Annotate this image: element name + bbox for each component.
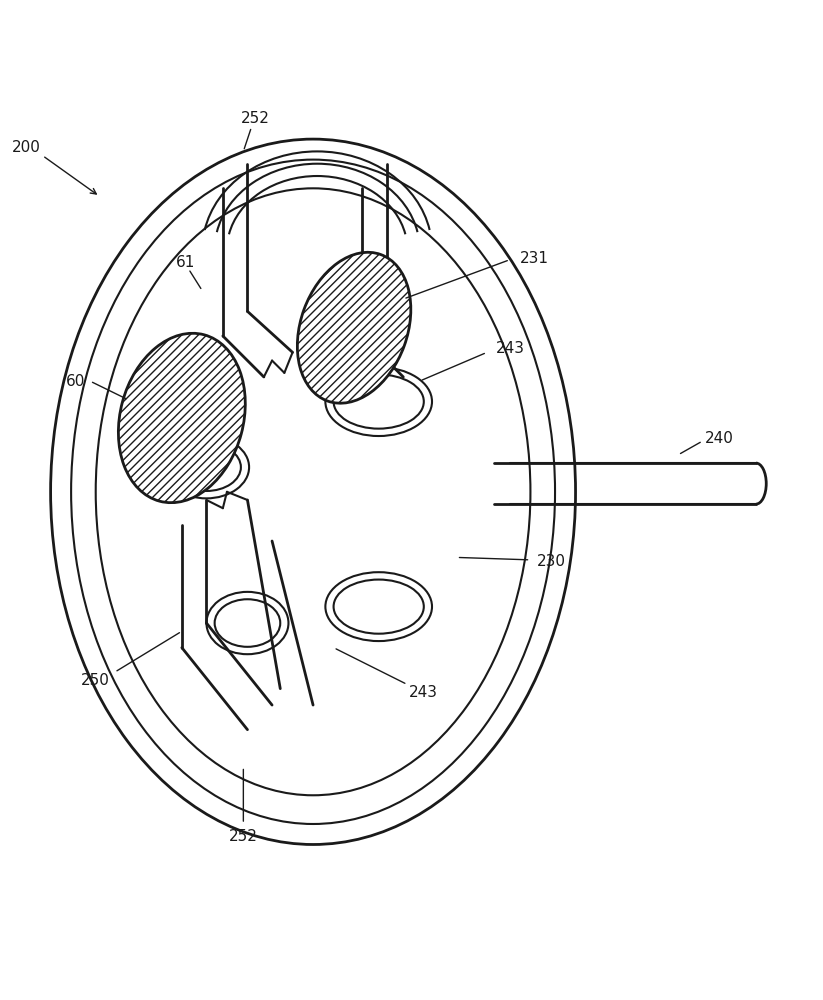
Text: 250: 250 xyxy=(81,673,110,688)
Text: 252: 252 xyxy=(229,829,258,844)
Text: 61: 61 xyxy=(176,255,196,270)
Ellipse shape xyxy=(119,333,245,503)
Text: 60: 60 xyxy=(66,374,85,389)
Text: 231: 231 xyxy=(520,251,549,266)
Text: 252: 252 xyxy=(241,111,270,126)
Text: 243: 243 xyxy=(409,685,439,700)
Ellipse shape xyxy=(297,252,411,403)
Text: 240: 240 xyxy=(704,431,733,446)
Text: 230: 230 xyxy=(537,554,565,569)
Text: 200: 200 xyxy=(12,140,40,155)
Text: 243: 243 xyxy=(495,341,524,356)
